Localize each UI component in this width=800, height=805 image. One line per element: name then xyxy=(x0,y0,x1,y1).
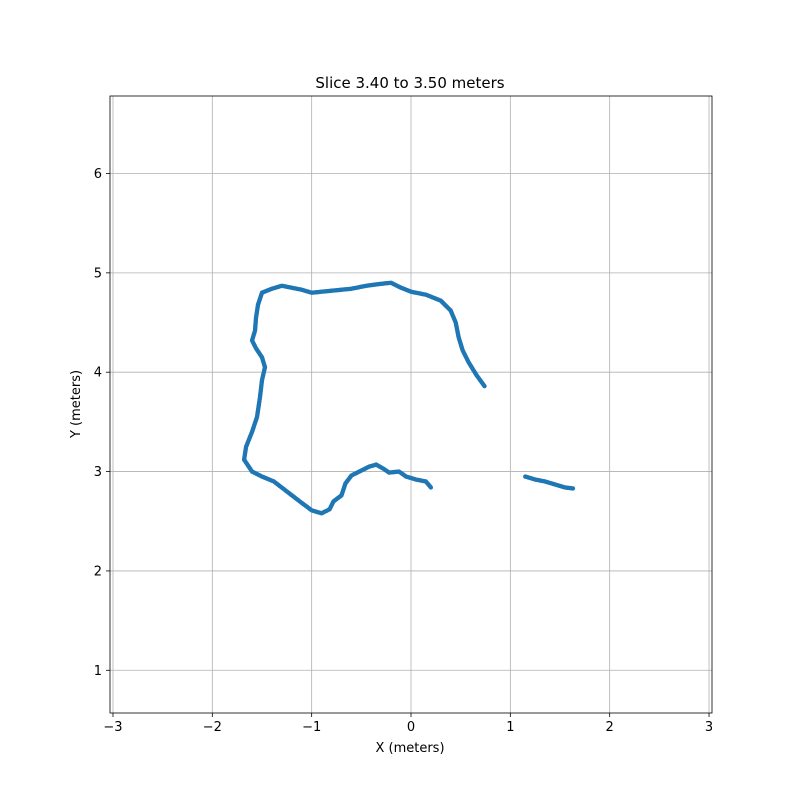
x-tick-label: 2 xyxy=(606,720,614,735)
y-tick-label: 5 xyxy=(94,266,102,281)
x-tick-label: 0 xyxy=(407,720,415,735)
x-tick-label: −3 xyxy=(103,720,122,735)
x-tick-label: 3 xyxy=(705,720,713,735)
data-point xyxy=(428,485,434,490)
y-tick-label: 2 xyxy=(94,564,102,579)
y-tick-label: 1 xyxy=(94,664,102,679)
data-point xyxy=(570,486,576,491)
x-tick-label: −1 xyxy=(302,720,321,735)
x-tick-label: 1 xyxy=(506,720,514,735)
y-tick-label: 6 xyxy=(94,167,102,182)
x-tick-label: −2 xyxy=(203,720,222,735)
y-tick-label: 4 xyxy=(94,366,102,381)
chart-title: Slice 3.40 to 3.50 meters xyxy=(315,74,504,92)
data-points xyxy=(241,280,576,516)
y-axis-label: Y (meters) xyxy=(69,370,84,439)
y-tick-label: 3 xyxy=(94,465,102,480)
grid-lines xyxy=(110,96,712,713)
axis-ticks: −3 −2 −1 0 1 2 3 1 2 3 4 5 6 xyxy=(94,167,713,735)
x-axis-label: X (meters) xyxy=(375,741,444,756)
